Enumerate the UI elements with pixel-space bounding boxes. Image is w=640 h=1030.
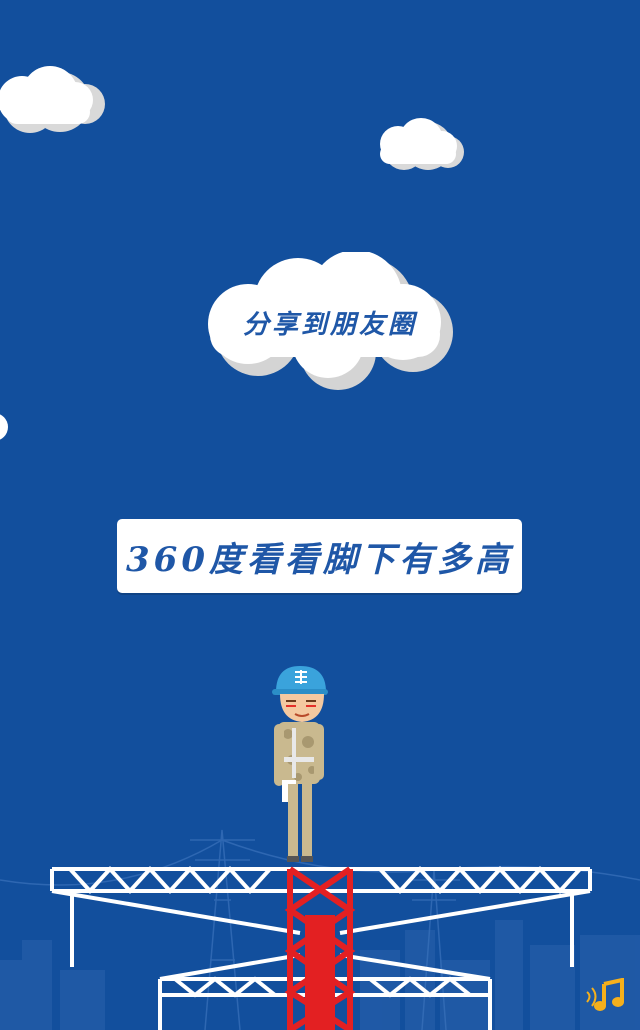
share-label: 分享到朋友圈 bbox=[242, 310, 417, 340]
music-toggle-button[interactable] bbox=[584, 977, 628, 1014]
headline-text: 360度看看脚下有多高 bbox=[126, 539, 513, 580]
cloud-edge-left bbox=[0, 414, 8, 440]
steel-truss-tower bbox=[50, 866, 592, 1030]
share-cloud-icon bbox=[208, 252, 453, 390]
music-note-icon bbox=[586, 977, 624, 1011]
cloud-top-left bbox=[0, 66, 105, 133]
headline-banner: 360度看看脚下有多高 bbox=[117, 519, 522, 593]
worker-character bbox=[272, 666, 328, 862]
cloud-top-right bbox=[380, 118, 464, 170]
share-to-moments-button[interactable]: 分享到朋友圈 bbox=[198, 252, 462, 392]
company-logo-icon bbox=[295, 670, 307, 684]
